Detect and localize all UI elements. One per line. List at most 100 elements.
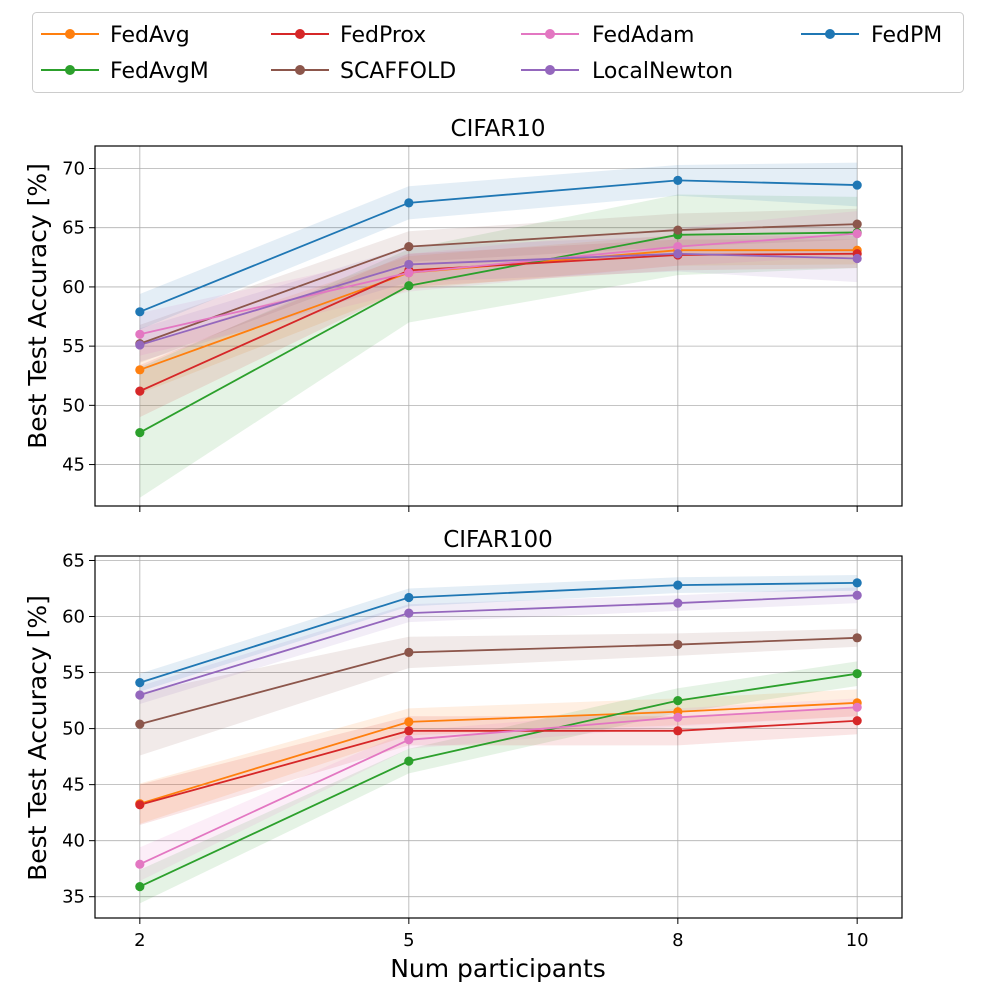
point-fedprox-2 bbox=[135, 386, 145, 396]
legend: FedAvg FedProx FedAdam FedPM FedAvgM SCA… bbox=[32, 12, 964, 93]
point-fedadam-8 bbox=[673, 242, 683, 252]
y-tick-label-50: 50 bbox=[62, 395, 85, 416]
series-line-fedavg bbox=[139, 249, 858, 371]
y-tick-labels: 35 40 45 50 55 60 65 bbox=[62, 550, 85, 907]
series-points bbox=[135, 175, 862, 438]
legend-entry-fedavg: FedAvg bbox=[41, 23, 190, 48]
legend-entry-fedpm: FedPM bbox=[801, 23, 942, 48]
y-tick-label-50: 50 bbox=[62, 719, 85, 740]
y-axis-label-cifar100: Best Test Accuracy [%] bbox=[23, 595, 52, 881]
point-fedpm-10 bbox=[852, 180, 862, 190]
point-fedavgm-2 bbox=[135, 427, 145, 438]
y-tick-label-65: 65 bbox=[62, 218, 85, 239]
band-fedavgm bbox=[139, 661, 858, 904]
y-tick-label-35: 35 bbox=[62, 887, 85, 908]
legend-entry-fedprox: FedProx bbox=[271, 23, 426, 48]
point-fedadam-5 bbox=[404, 268, 414, 278]
legend-dot-fedadam bbox=[545, 29, 555, 39]
plot-frame-cifar100 bbox=[94, 555, 903, 919]
point-fedpm-5 bbox=[404, 198, 414, 208]
series-line-fedpm bbox=[139, 581, 858, 684]
point-scaffold-10 bbox=[852, 219, 862, 229]
x-axis-label: Num participants bbox=[390, 954, 606, 983]
point-fedavgm-2 bbox=[135, 882, 145, 892]
point-localnewton-8 bbox=[673, 249, 683, 259]
legend-entry-scaffold: SCAFFOLD bbox=[271, 59, 456, 84]
series-lines bbox=[139, 581, 858, 888]
y-tick-label-55: 55 bbox=[62, 663, 85, 684]
series-line-fedpm bbox=[139, 179, 858, 313]
legend-label-localnewton: LocalNewton bbox=[592, 59, 733, 84]
legend-label-scaffold: SCAFFOLD bbox=[340, 59, 456, 84]
x-tick-label-10: 10 bbox=[846, 930, 869, 951]
panel-title-cifar10: CIFAR10 bbox=[451, 116, 546, 142]
band-fedprox bbox=[139, 707, 858, 825]
legend-dot-scaffold bbox=[295, 65, 305, 75]
legend-dot-fedavgm bbox=[65, 65, 75, 75]
point-fedadam-2 bbox=[135, 329, 145, 339]
legend-dot-fedavg bbox=[65, 29, 75, 39]
point-fedadam-8 bbox=[673, 712, 683, 722]
tick-marks bbox=[89, 559, 858, 924]
tick-marks bbox=[89, 168, 858, 512]
legend-label-fedpm: FedPM bbox=[871, 23, 942, 48]
y-tick-label-60: 60 bbox=[62, 607, 85, 628]
series-line-fedadam bbox=[139, 706, 858, 866]
point-scaffold-5 bbox=[404, 242, 414, 252]
gridlines bbox=[95, 556, 902, 918]
legend-dot-localnewton bbox=[545, 65, 555, 75]
y-tick-label-45: 45 bbox=[62, 455, 85, 476]
point-fedadam-10 bbox=[852, 229, 862, 239]
y-tick-label-45: 45 bbox=[62, 775, 85, 796]
legend-entry-localnewton: LocalNewton bbox=[521, 59, 733, 84]
point-localnewton-5 bbox=[404, 608, 414, 618]
point-fedprox-5 bbox=[404, 726, 414, 736]
error-bands bbox=[139, 575, 858, 904]
y-tick-label-55: 55 bbox=[62, 336, 85, 357]
legend-label-fedavg: FedAvg bbox=[110, 23, 190, 48]
band-fedadam bbox=[139, 698, 858, 882]
series-line-fedprox bbox=[139, 719, 858, 806]
point-fedpm-2 bbox=[135, 678, 145, 688]
point-fedadam-10 bbox=[852, 702, 862, 712]
legend-entry-fedavgm: FedAvgM bbox=[41, 59, 209, 84]
point-localnewton-5 bbox=[404, 259, 414, 270]
point-fedavg-5 bbox=[404, 717, 414, 727]
series-line-fedprox bbox=[139, 252, 858, 392]
point-fedavgm-5 bbox=[404, 281, 414, 291]
series-line-scaffold bbox=[139, 223, 858, 345]
band-fedavgm bbox=[139, 194, 858, 498]
point-scaffold-5 bbox=[404, 647, 414, 657]
point-fedprox-8 bbox=[673, 726, 683, 736]
point-scaffold-2 bbox=[135, 719, 145, 729]
series-points bbox=[135, 578, 862, 892]
x-tick-label-5: 5 bbox=[403, 930, 414, 951]
point-fedavg-2 bbox=[135, 365, 145, 375]
band-localnewton bbox=[139, 234, 858, 362]
point-fedpm-5 bbox=[404, 592, 414, 603]
y-tick-label-70: 70 bbox=[62, 159, 85, 180]
y-axis-label-cifar10: Best Test Accuracy [%] bbox=[23, 163, 52, 449]
band-fedavg bbox=[139, 689, 858, 824]
point-localnewton-2 bbox=[135, 340, 145, 350]
panel-cifar10: CIFAR10 Best Test Accuracy [%] 45 50 55 60 6… bbox=[23, 116, 903, 512]
plot-frame-cifar10 bbox=[94, 145, 903, 507]
point-fedavgm-5 bbox=[404, 756, 414, 766]
legend-frame bbox=[32, 12, 964, 93]
band-fedpm bbox=[139, 575, 858, 692]
series-line-scaffold bbox=[139, 636, 858, 725]
band-scaffold bbox=[139, 208, 858, 363]
series-line-localnewton bbox=[139, 594, 858, 696]
legend-label-fedavgm: FedAvgM bbox=[110, 59, 209, 84]
x-tick-label-8: 8 bbox=[672, 930, 683, 951]
point-fedpm-8 bbox=[673, 175, 683, 185]
legend-dot-fedprox bbox=[295, 29, 305, 39]
y-tick-labels: 45 50 55 60 65 70 bbox=[62, 159, 85, 476]
point-localnewton-10 bbox=[852, 590, 862, 600]
point-fedadam-2 bbox=[135, 859, 145, 869]
series-line-localnewton bbox=[139, 252, 858, 346]
legend-label-fedprox: FedProx bbox=[340, 23, 426, 48]
legend-dot-fedpm bbox=[825, 29, 835, 39]
point-fedprox-2 bbox=[135, 800, 145, 810]
point-scaffold-10 bbox=[852, 633, 862, 643]
